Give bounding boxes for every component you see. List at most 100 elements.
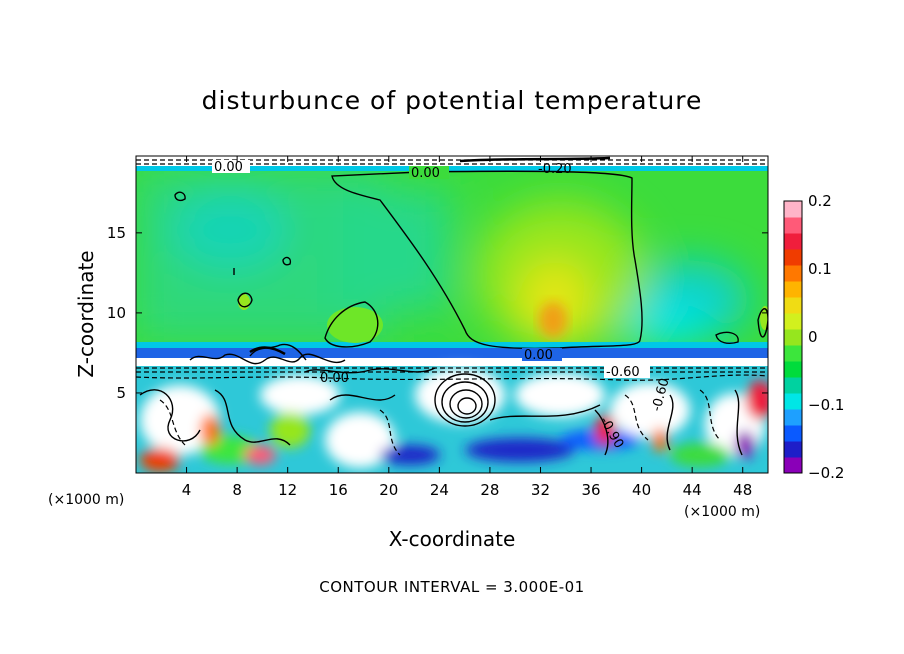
x-tick-label: 32 <box>531 481 550 499</box>
blue-streak-1 <box>465 438 575 462</box>
upper-mid-cool-region <box>330 190 450 310</box>
contour-label: 0.00 <box>411 166 440 181</box>
x-tick-label: 48 <box>733 481 752 499</box>
x-tick-label: 36 <box>581 481 600 499</box>
tangled-contour-1 <box>189 353 346 365</box>
white-patch-1 <box>140 385 220 455</box>
x-tick-label: 40 <box>632 481 651 499</box>
colorbar-frame <box>783 200 803 474</box>
vortex-contour-1 <box>434 373 496 427</box>
colorbar-swatch <box>784 377 802 394</box>
white-patch-3 <box>325 412 395 468</box>
colorbar-swatch <box>784 425 802 442</box>
mid-warm-blob <box>327 307 383 343</box>
colorbar-swatch <box>784 313 802 330</box>
y-axis-title: Z-coordinate <box>74 250 98 377</box>
lower-contour-3 <box>329 394 396 401</box>
orange-patch-1 <box>200 414 220 446</box>
pink-patch-1 <box>244 445 276 465</box>
colorbar-swatch <box>784 217 802 234</box>
x-tick-label: 4 <box>182 481 192 499</box>
colorbar-tick-label: −0.2 <box>808 464 844 482</box>
colorbar-swatch <box>784 265 802 282</box>
colorbar-swatch <box>784 281 802 298</box>
green-patch-3 <box>670 443 730 467</box>
orange-patch-2 <box>652 428 668 452</box>
x-tick-label: 12 <box>278 481 297 499</box>
warm-orange-core <box>539 302 567 338</box>
colorbar-swatch <box>784 361 802 378</box>
contour-label: -0.60 <box>606 365 640 380</box>
x-tick-label: 44 <box>683 481 702 499</box>
lower-contour-7 <box>734 389 743 456</box>
y-axis: 5 10 15 <box>107 224 768 402</box>
colorbar-swatch <box>784 249 802 266</box>
tropopause-blue-band <box>136 348 768 360</box>
zero-contour-right <box>715 331 739 344</box>
x-tick-label: 24 <box>430 481 449 499</box>
red-patch-2 <box>595 414 615 446</box>
white-patch-5 <box>515 373 605 417</box>
x-axis-title: X-coordinate <box>389 527 516 551</box>
lower-contour-5 <box>594 409 609 456</box>
tropopause-white-band <box>136 358 768 366</box>
x-axis: 4 8 12 16 20 24 28 32 36 40 44 48 <box>182 156 752 499</box>
temperature-field <box>136 156 768 473</box>
red-patch-3 <box>746 380 768 420</box>
white-patch-2 <box>260 375 340 415</box>
vortex-contour-2 <box>441 381 489 423</box>
chart-title: disturbunce of potential temperature <box>201 86 703 115</box>
colorbar-swatch <box>784 409 802 426</box>
x-tick-label: 28 <box>480 481 499 499</box>
colorbar-tick-label: 0 <box>808 328 818 346</box>
lower-contour-1 <box>139 389 201 442</box>
y-tick-label: 10 <box>107 304 126 322</box>
colorbar-swatch <box>784 233 802 250</box>
right-edge-blob <box>760 306 768 330</box>
warm-yellow-core <box>520 260 590 340</box>
dashed-lower-3 <box>624 394 649 441</box>
colorbar-swatch <box>784 345 802 362</box>
blue-streak-3 <box>380 445 440 465</box>
zero-contour-main <box>331 170 643 350</box>
colorbar-tick-label: 0.1 <box>808 260 832 278</box>
dashed-lower-2 <box>379 409 401 456</box>
x-unit-label-left: (×1000 m) <box>48 492 124 508</box>
zero-contour-edge <box>757 308 768 338</box>
vortex-contour-3 <box>449 389 483 419</box>
zero-contour-blob <box>237 292 253 308</box>
x-tick-label: 16 <box>329 481 348 499</box>
red-patch-1 <box>140 448 180 472</box>
contour-lines <box>139 170 768 456</box>
cyan-core-right <box>623 303 713 347</box>
y-tick-label: 15 <box>107 224 126 242</box>
plot-frame <box>135 155 769 474</box>
green-patch-2 <box>270 412 310 448</box>
vortex-contour-4 <box>457 397 477 415</box>
dashed-lower-4 <box>699 389 721 441</box>
colorbar: 0.2 0.1 0 −0.1 −0.2 <box>783 192 844 482</box>
thick-trop-contour <box>249 346 286 356</box>
contour-label: 0.00 <box>214 160 243 175</box>
colorbar-swatch <box>784 457 802 474</box>
lower-contour-4 <box>489 404 601 421</box>
colorbar-swatch <box>784 201 802 218</box>
x-tick-label: 20 <box>379 481 398 499</box>
colorbar-swatch <box>784 329 802 346</box>
contour-label: 0.00 <box>524 348 553 363</box>
cyan-patch-left <box>170 190 290 270</box>
colorbar-tick-label: −0.1 <box>808 396 844 414</box>
x-unit-label-right: (×1000 m) <box>684 504 760 520</box>
contour-label: 0.00 <box>320 371 349 386</box>
colorbar-swatch <box>784 393 802 410</box>
colorbar-swatch <box>784 441 802 458</box>
contour-dot-1 <box>174 191 186 202</box>
lower-contour-2 <box>214 389 291 446</box>
zero-contour-small <box>324 301 379 348</box>
colorbar-tick-label: 0.2 <box>808 192 832 210</box>
top-cyan-band <box>136 166 768 171</box>
contour-interval-note: CONTOUR INTERVAL = 3.000E-01 <box>319 578 585 596</box>
contour-dot-2 <box>282 256 292 266</box>
thick-contours <box>249 156 611 356</box>
